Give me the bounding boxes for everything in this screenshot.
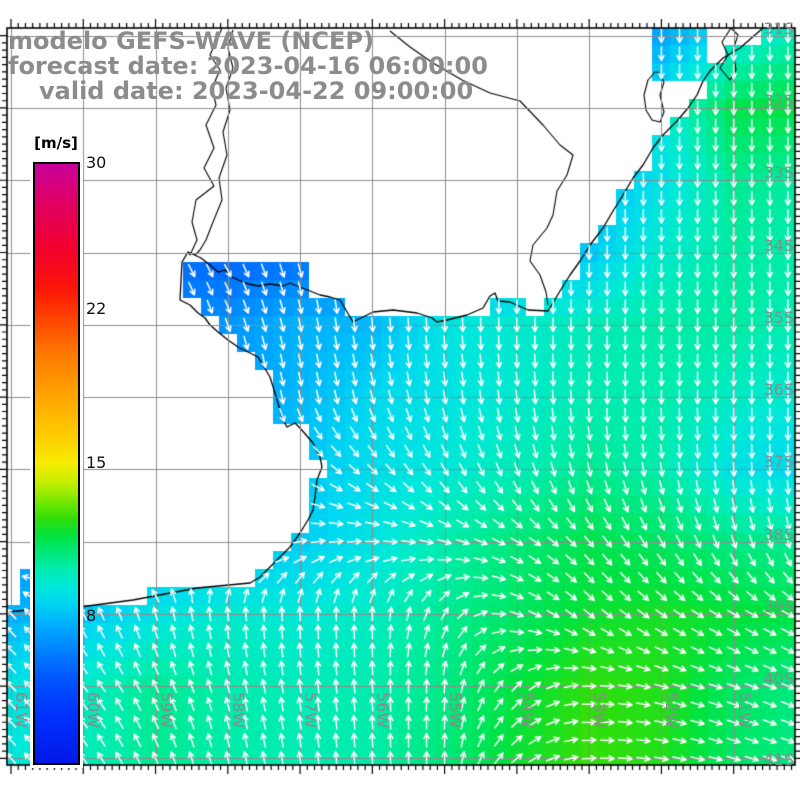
lon-label-53W: 53W — [590, 692, 609, 729]
lon-label-57W: 57W — [301, 692, 320, 729]
lat-label-41S: 41S — [763, 750, 794, 769]
lon-label-60W: 60W — [84, 692, 103, 729]
lat-label-38S: 38S — [763, 525, 794, 544]
lon-label-59W: 59W — [157, 692, 176, 729]
lat-label-39S: 39S — [763, 597, 794, 616]
lat-label-33S: 33S — [763, 163, 794, 182]
colorbar-tick-15: 15 — [86, 453, 107, 472]
colorbar-tick-8: 8 — [86, 606, 97, 625]
colorbar-tick-22: 22 — [86, 299, 107, 318]
lon-label-52W: 52W — [662, 692, 681, 729]
colorbar-tick-30: 30 — [86, 153, 107, 172]
valid-date: valid date: 2023-04-22 09:00:00 — [39, 77, 474, 105]
lat-label-32S: 32S — [763, 91, 794, 110]
lon-label-58W: 58W — [229, 692, 248, 729]
lon-label-55W: 55W — [446, 692, 465, 729]
lon-label-51W: 51W — [735, 692, 754, 729]
lat-label-36S: 36S — [763, 380, 794, 399]
lat-label-37S: 37S — [763, 452, 794, 471]
lon-label-54W: 54W — [518, 692, 537, 729]
lat-label-34S: 34S — [763, 236, 794, 255]
model-title: modelo GEFS-WAVE (NCEP) — [8, 27, 374, 55]
forecast-date: forecast date: 2023-04-16 06:00:00 — [8, 52, 488, 80]
colorbar-units-label: [m/s] — [34, 134, 78, 152]
lat-label-31S: 31S — [763, 19, 794, 38]
map-title-block: modelo GEFS-WAVE (NCEP) forecast date: 2… — [8, 29, 488, 104]
lon-label-61W: 61W — [12, 692, 31, 729]
lat-label-35S: 35S — [763, 308, 794, 327]
colorbar-gradient — [33, 162, 80, 765]
lon-label-56W: 56W — [373, 692, 392, 729]
lat-label-40S: 40S — [763, 669, 794, 688]
